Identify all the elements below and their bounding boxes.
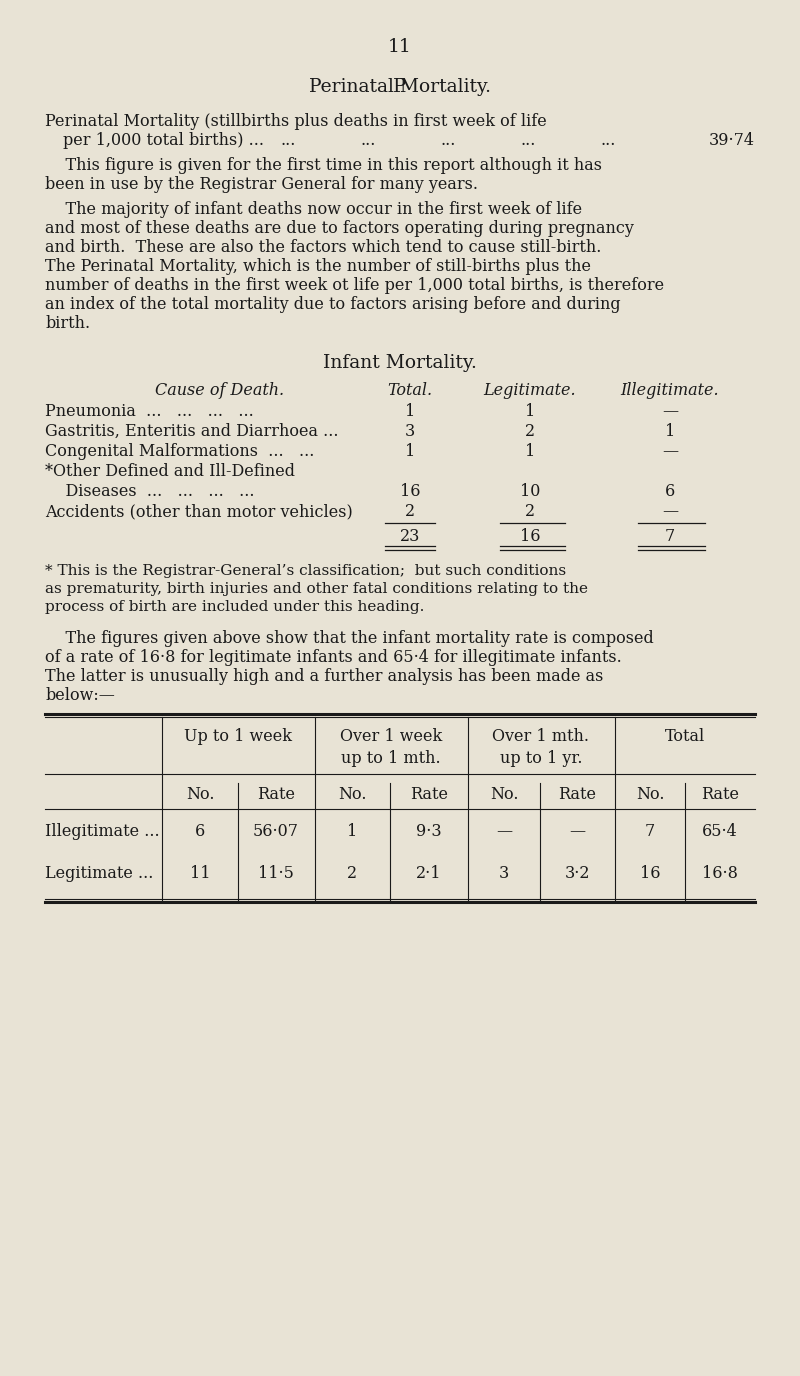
Text: The majority of infant deaths now occur in the first week of life: The majority of infant deaths now occur … bbox=[45, 201, 582, 217]
Text: Diseases  ...   ...   ...   ...: Diseases ... ... ... ... bbox=[45, 483, 254, 499]
Text: 2·1: 2·1 bbox=[416, 866, 442, 882]
Text: Gastritis, Enteritis and Diarrhoea ...: Gastritis, Enteritis and Diarrhoea ... bbox=[45, 422, 338, 440]
Text: birth.: birth. bbox=[45, 315, 90, 332]
Text: 9·3: 9·3 bbox=[416, 823, 442, 839]
Text: 39·74: 39·74 bbox=[709, 132, 755, 149]
Text: Illegitimate ...: Illegitimate ... bbox=[45, 823, 160, 839]
Text: 2: 2 bbox=[405, 504, 415, 520]
Text: ...: ... bbox=[280, 132, 295, 149]
Text: 16: 16 bbox=[640, 866, 660, 882]
Text: Rate: Rate bbox=[257, 786, 295, 804]
Text: 6: 6 bbox=[195, 823, 205, 839]
Text: 16·8: 16·8 bbox=[702, 866, 738, 882]
Text: ...: ... bbox=[520, 132, 535, 149]
Text: ...: ... bbox=[600, 132, 615, 149]
Text: 1: 1 bbox=[525, 443, 535, 460]
Text: ...: ... bbox=[360, 132, 375, 149]
Text: Legitimate.: Legitimate. bbox=[484, 383, 576, 399]
Text: * This is the Registrar-General’s classification;  but such conditions: * This is the Registrar-General’s classi… bbox=[45, 564, 566, 578]
Text: 3·2: 3·2 bbox=[564, 866, 590, 882]
Text: Total.: Total. bbox=[387, 383, 433, 399]
Text: The latter is unusually high and a further analysis has been made as: The latter is unusually high and a furth… bbox=[45, 667, 603, 685]
Text: 3: 3 bbox=[499, 866, 509, 882]
Text: 2: 2 bbox=[525, 422, 535, 440]
Text: an index of the total mortality due to factors arising before and during: an index of the total mortality due to f… bbox=[45, 296, 621, 312]
Text: 2: 2 bbox=[347, 866, 357, 882]
Text: Rate: Rate bbox=[558, 786, 596, 804]
Text: 1: 1 bbox=[525, 403, 535, 420]
Text: 65·4: 65·4 bbox=[702, 823, 738, 839]
Text: *Other Defined and Ill-Defined: *Other Defined and Ill-Defined bbox=[45, 462, 295, 480]
Text: 1: 1 bbox=[405, 443, 415, 460]
Text: Up to 1 week: Up to 1 week bbox=[184, 728, 292, 744]
Text: Over 1 week
up to 1 mth.: Over 1 week up to 1 mth. bbox=[340, 728, 442, 768]
Text: —: — bbox=[662, 504, 678, 520]
Text: No.: No. bbox=[186, 786, 214, 804]
Text: —: — bbox=[496, 823, 512, 839]
Text: Over 1 mth.
up to 1 yr.: Over 1 mth. up to 1 yr. bbox=[493, 728, 590, 768]
Text: No.: No. bbox=[338, 786, 366, 804]
Text: 1: 1 bbox=[665, 422, 675, 440]
Text: 11: 11 bbox=[388, 39, 412, 56]
Text: Perinatal Mortality (stillbirths plus deaths in first week of life: Perinatal Mortality (stillbirths plus de… bbox=[45, 113, 546, 129]
Text: Cause of Death.: Cause of Death. bbox=[155, 383, 284, 399]
Text: Rate: Rate bbox=[410, 786, 448, 804]
Text: No.: No. bbox=[636, 786, 664, 804]
Text: Illegitimate.: Illegitimate. bbox=[621, 383, 719, 399]
Text: Perinatal Mortality.: Perinatal Mortality. bbox=[309, 78, 491, 96]
Text: and most of these deaths are due to factors operating during pregnancy: and most of these deaths are due to fact… bbox=[45, 220, 634, 237]
Text: below:—: below:— bbox=[45, 687, 115, 705]
Text: Congenital Malformations  ...   ...: Congenital Malformations ... ... bbox=[45, 443, 314, 460]
Text: and birth.  These are also the factors which tend to cause still-birth.: and birth. These are also the factors wh… bbox=[45, 239, 602, 256]
Text: Legitimate ...: Legitimate ... bbox=[45, 866, 154, 882]
Text: 1: 1 bbox=[405, 403, 415, 420]
Text: 16: 16 bbox=[400, 483, 420, 499]
Text: 56·07: 56·07 bbox=[253, 823, 299, 839]
Text: Infant Mortality.: Infant Mortality. bbox=[323, 354, 477, 372]
Text: 3: 3 bbox=[405, 422, 415, 440]
Text: 23: 23 bbox=[400, 528, 420, 545]
Text: 11: 11 bbox=[190, 866, 210, 882]
Text: of a rate of 16·8 for legitimate infants and 65·4 for illegitimate infants.: of a rate of 16·8 for legitimate infants… bbox=[45, 649, 622, 666]
Text: Pneumonia  ...   ...   ...   ...: Pneumonia ... ... ... ... bbox=[45, 403, 254, 420]
Text: Accidents (other than motor vehicles): Accidents (other than motor vehicles) bbox=[45, 504, 353, 520]
Text: P: P bbox=[394, 78, 406, 96]
Text: No.: No. bbox=[490, 786, 518, 804]
Text: 6: 6 bbox=[665, 483, 675, 499]
Text: per 1,000 total births) ...: per 1,000 total births) ... bbox=[63, 132, 264, 149]
Text: This figure is given for the first time in this report although it has: This figure is given for the first time … bbox=[45, 157, 602, 173]
Text: number of deaths in the first week ot life per 1,000 total births, is therefore: number of deaths in the first week ot li… bbox=[45, 277, 664, 294]
Text: Total: Total bbox=[665, 728, 705, 744]
Text: 1: 1 bbox=[347, 823, 357, 839]
Text: 16: 16 bbox=[520, 528, 540, 545]
Text: 7: 7 bbox=[645, 823, 655, 839]
Text: 10: 10 bbox=[520, 483, 540, 499]
Text: as prematurity, birth injuries and other fatal conditions relating to the: as prematurity, birth injuries and other… bbox=[45, 582, 588, 596]
Text: 2: 2 bbox=[525, 504, 535, 520]
Text: 11·5: 11·5 bbox=[258, 866, 294, 882]
Text: process of birth are included under this heading.: process of birth are included under this… bbox=[45, 600, 424, 614]
Text: —: — bbox=[662, 403, 678, 420]
Text: ...: ... bbox=[440, 132, 455, 149]
Text: The Perinatal Mortality, which is the number of still-births plus the: The Perinatal Mortality, which is the nu… bbox=[45, 259, 591, 275]
Text: The figures given above show that the infant mortality rate is composed: The figures given above show that the in… bbox=[45, 630, 654, 647]
Text: —: — bbox=[569, 823, 585, 839]
Text: been in use by the Registrar General for many years.: been in use by the Registrar General for… bbox=[45, 176, 478, 193]
Text: Rate: Rate bbox=[701, 786, 739, 804]
Text: —: — bbox=[662, 443, 678, 460]
Text: 7: 7 bbox=[665, 528, 675, 545]
